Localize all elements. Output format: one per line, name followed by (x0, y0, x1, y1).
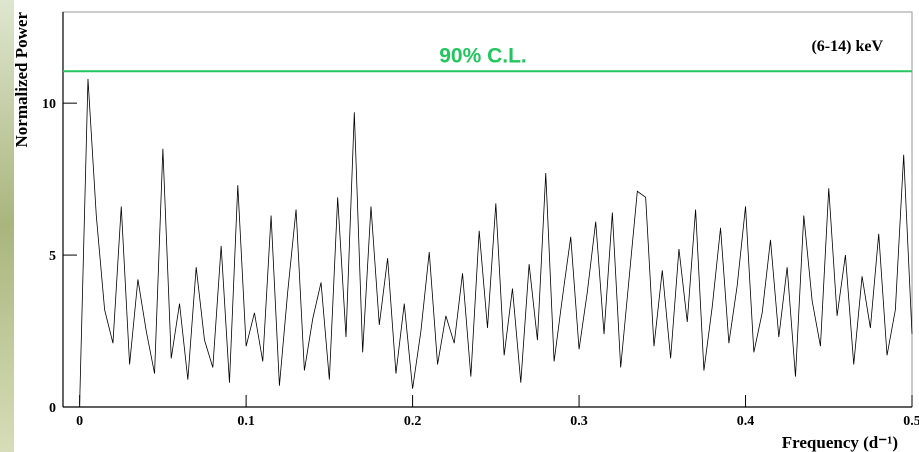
annotation: (6-14) keV (811, 38, 883, 55)
x-tick-label: 0.3 (570, 414, 588, 429)
x-tick-label: 0.4 (737, 414, 755, 429)
x-tick-label: 0 (76, 414, 83, 429)
x-tick-label: 0.1 (237, 414, 255, 429)
y-tick-label: 5 (49, 249, 56, 264)
y-tick-label: 0 (49, 401, 56, 416)
power-spectrum (79, 78, 913, 404)
x-axis-label: Frequency (d⁻¹) (782, 433, 898, 452)
background-strip (0, 0, 14, 452)
threshold-label: 90% C.L. (439, 44, 527, 67)
x-tick-label: 0.2 (404, 414, 422, 429)
x-tick-label: 0.5 (903, 414, 919, 429)
y-tick-label: 10 (42, 97, 56, 112)
y-axis-label: Normalized Power (12, 12, 31, 148)
